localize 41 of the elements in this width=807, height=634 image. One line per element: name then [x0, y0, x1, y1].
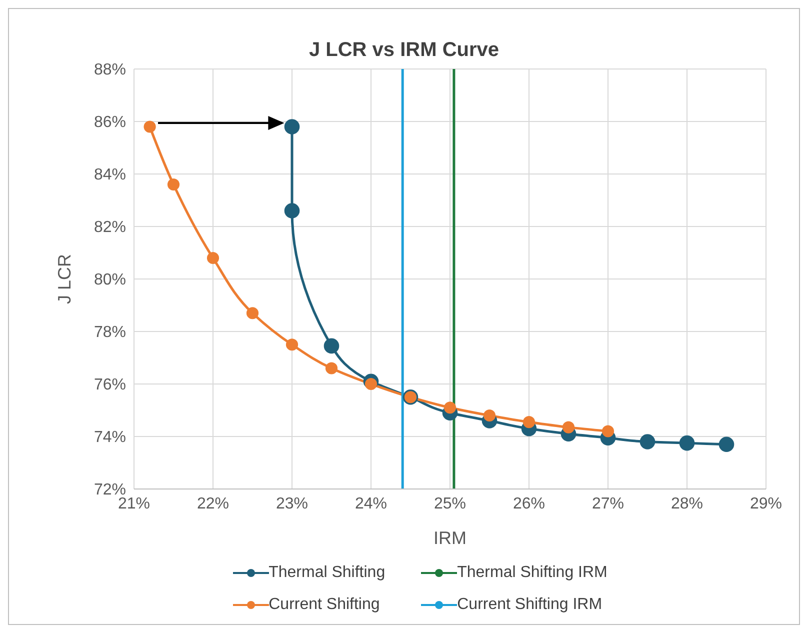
legend-label: Thermal Shifting [268, 564, 386, 582]
point [167, 178, 180, 191]
point [324, 338, 340, 354]
x-tick-label: 26% [512, 495, 546, 512]
point [246, 307, 259, 320]
x-tick-label: 22% [196, 495, 230, 512]
x-axis-title: IRM [434, 528, 466, 548]
y-tick-label: 76% [94, 376, 126, 394]
y-tick-label: 88% [94, 62, 126, 79]
y-tick-label: 74% [94, 429, 126, 446]
y-tick-label: 80% [94, 272, 126, 289]
point [325, 362, 338, 374]
point [284, 203, 300, 218]
point [522, 416, 536, 428]
point [483, 409, 496, 422]
x-tick-label: 23% [276, 495, 308, 512]
point [144, 120, 156, 133]
point [562, 421, 575, 434]
y-tick-label: 84% [94, 166, 126, 184]
point [364, 378, 378, 390]
legend-label: Thermal Shifting IRM [457, 564, 608, 582]
y-tick-label: 86% [94, 114, 126, 132]
x-tick-label: 24% [354, 495, 388, 512]
y-axis-title: J LCR [54, 254, 74, 304]
x-tick-label: 25% [434, 495, 466, 512]
point [602, 425, 614, 438]
point [284, 119, 300, 134]
x-tick-label: 28% [670, 495, 704, 512]
point [718, 436, 734, 452]
chart-title: J LCR vs IRM Curve [308, 39, 500, 62]
point [640, 434, 656, 450]
point [286, 338, 298, 351]
point [679, 435, 695, 451]
legend-label: Current Shifting [268, 596, 380, 614]
point [206, 252, 220, 264]
legend-label: Current Shifting IRM [457, 596, 602, 614]
x-tick-label: 29% [750, 495, 782, 512]
y-tick-label: 78% [94, 324, 126, 342]
point [444, 402, 456, 414]
y-tick-label: 82% [94, 219, 126, 236]
x-tick-label: 27% [592, 495, 624, 512]
